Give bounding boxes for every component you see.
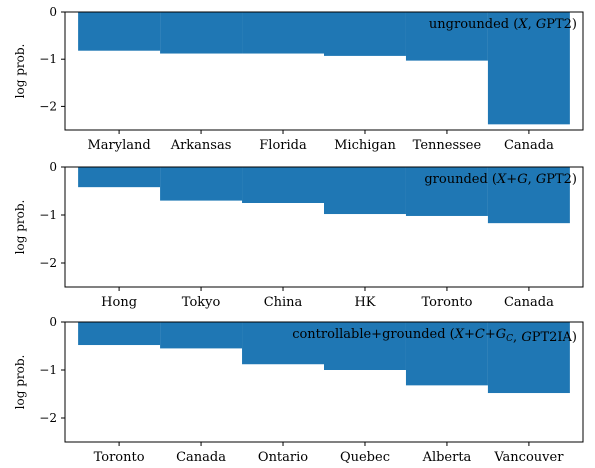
x-tick-label: Michigan xyxy=(334,138,396,153)
y-axis-label: log prob. xyxy=(13,355,27,410)
y-tick-label: −2 xyxy=(39,411,57,425)
x-tick-label: China xyxy=(264,295,303,310)
panel-annotation: controllable+grounded (X+C+GC, GPT2IA) xyxy=(292,327,577,345)
axes-frame xyxy=(64,321,584,443)
bar xyxy=(324,322,406,370)
bar xyxy=(242,322,324,365)
bar xyxy=(78,12,161,51)
bar xyxy=(487,322,570,394)
x-tick-label: Tennessee xyxy=(413,138,482,153)
y-tick-label: −1 xyxy=(39,208,57,222)
y-tick-label: −2 xyxy=(39,99,57,113)
bar xyxy=(78,167,161,188)
x-tick-label: Tokyo xyxy=(182,295,221,310)
y-tick-label: −1 xyxy=(39,363,57,377)
bar xyxy=(242,167,324,203)
bar xyxy=(405,167,488,216)
panel-annotation: ungrounded (X, GPT2) xyxy=(429,17,577,32)
x-tick-label: Florida xyxy=(259,138,307,153)
bar xyxy=(487,12,570,125)
x-tick-label: Maryland xyxy=(87,138,150,153)
bar xyxy=(405,322,488,386)
y-tick-label: 0 xyxy=(49,5,57,19)
y-tick-label: 0 xyxy=(49,160,57,174)
x-tick-label: Toronto xyxy=(94,450,145,465)
bar xyxy=(242,12,324,54)
y-tick-label: −2 xyxy=(39,256,57,270)
x-tick-label: Arkansas xyxy=(170,138,232,153)
bar xyxy=(324,167,406,215)
bar xyxy=(160,12,243,54)
bar xyxy=(487,167,570,224)
panel-annotation: grounded (X+G, GPT2) xyxy=(424,172,577,187)
x-tick-label: Canada xyxy=(504,138,554,153)
x-tick-label: Hong xyxy=(101,295,137,310)
bar xyxy=(324,12,406,56)
x-tick-label: Canada xyxy=(176,450,226,465)
bar xyxy=(405,12,488,61)
bar xyxy=(78,322,161,346)
y-axis-label: log prob. xyxy=(13,44,27,99)
bar xyxy=(160,167,243,201)
y-tick-label: 0 xyxy=(49,315,57,329)
x-tick-label: HK xyxy=(354,295,375,310)
y-tick-label: −1 xyxy=(39,52,57,66)
axes-frame xyxy=(64,166,584,288)
y-axis-label: log prob. xyxy=(13,200,27,255)
x-tick-label: Quebec xyxy=(340,450,390,465)
x-tick-label: Alberta xyxy=(422,450,472,465)
x-tick-label: Toronto xyxy=(421,295,472,310)
x-tick-label: Vancouver xyxy=(493,450,564,465)
axes-frame xyxy=(64,11,584,131)
x-tick-label: Canada xyxy=(504,295,554,310)
x-tick-label: Ontario xyxy=(258,450,308,465)
bar xyxy=(160,322,243,349)
